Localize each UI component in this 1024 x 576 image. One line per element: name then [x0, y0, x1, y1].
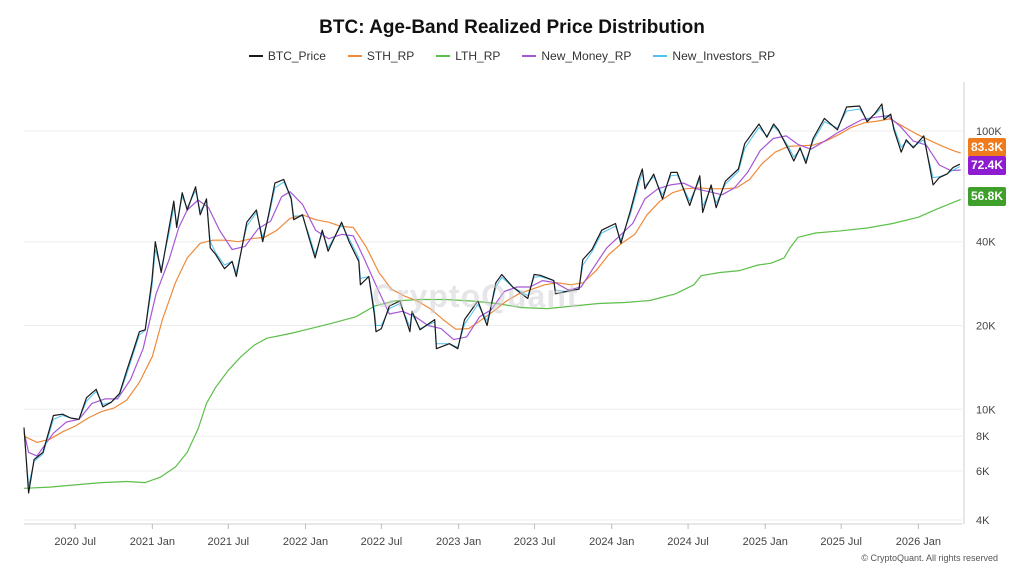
x-tick-label: 2020 Jul — [54, 536, 96, 548]
x-tick-label: 2021 Jan — [130, 536, 175, 548]
legend-label: New_Investors_RP — [672, 49, 776, 63]
legend-label: New_Money_RP — [541, 49, 632, 63]
grid-lines — [24, 82, 965, 525]
y-tick-label: 6K — [976, 466, 990, 478]
legend-item-sth-rp[interactable]: STH_RP — [347, 49, 415, 63]
x-tick-label: 2022 Jul — [361, 536, 403, 548]
legend: BTC_Price STH_RP LTH_RP New_Money_RP New… — [0, 49, 1024, 63]
y-tick-label: 40K — [976, 237, 996, 249]
series-line-new-money-rp — [23, 115, 961, 457]
sth-rp-value-badge: 83.3K — [968, 138, 1006, 157]
legend-swatch — [347, 55, 362, 57]
x-tick-label: 2025 Jul — [820, 536, 862, 548]
legend-swatch — [248, 55, 263, 57]
legend-swatch — [653, 55, 668, 57]
legend-item-lth-rp[interactable]: LTH_RP — [436, 49, 500, 63]
y-tick-label: 10K — [976, 404, 996, 416]
x-tick-label: 2023 Jan — [436, 536, 481, 548]
x-tick-label: 2024 Jul — [667, 536, 709, 548]
legend-swatch — [436, 55, 451, 57]
series-layer — [23, 103, 961, 494]
x-tick-label: 2026 Jan — [896, 536, 941, 548]
y-tick-label: 8K — [976, 431, 990, 443]
chart-title: BTC: Age-Band Realized Price Distributio… — [319, 17, 705, 38]
legend-label: STH_RP — [366, 49, 415, 63]
series-line-lth-rp — [23, 198, 961, 489]
x-tick-label: 2021 Jul — [207, 536, 249, 548]
legend-label: LTH_RP — [455, 49, 501, 63]
x-tick-label: 2022 Jan — [283, 536, 328, 548]
legend-item-new-money-rp[interactable]: New_Money_RP — [522, 49, 631, 63]
series-line-btc-price — [23, 103, 961, 494]
series-line-sth-rp — [23, 118, 961, 443]
x-axis: 2020 Jul 2021 Jan 2021 Jul 2022 Jan 2022 Jul… — [54, 524, 941, 548]
x-tick-label: 2024 Jan — [589, 536, 634, 548]
legend-item-new-investors-rp[interactable]: New_Investors_RP — [653, 49, 775, 63]
x-tick-label: 2025 Jan — [743, 536, 788, 548]
y-axis: 4K 6K 8K 10K 20K 40K 100K — [976, 126, 1002, 527]
legend-item-btc-price[interactable]: BTC_Price — [248, 49, 326, 63]
new-money-rp-value-badge: 72.4K — [968, 156, 1006, 175]
watermark: CryptoQuant — [372, 278, 579, 314]
legend-swatch — [522, 55, 537, 57]
y-tick-label: 20K — [976, 321, 996, 333]
legend-label: BTC_Price — [267, 49, 326, 63]
y-tick-label: 100K — [976, 126, 1002, 138]
lth-rp-value-badge: 56.8K — [968, 187, 1006, 206]
x-tick-label: 2023 Jul — [514, 536, 556, 548]
y-tick-label: 4K — [976, 515, 990, 527]
copyright-notice: © CryptoQuant. All rights reserved — [861, 553, 998, 563]
